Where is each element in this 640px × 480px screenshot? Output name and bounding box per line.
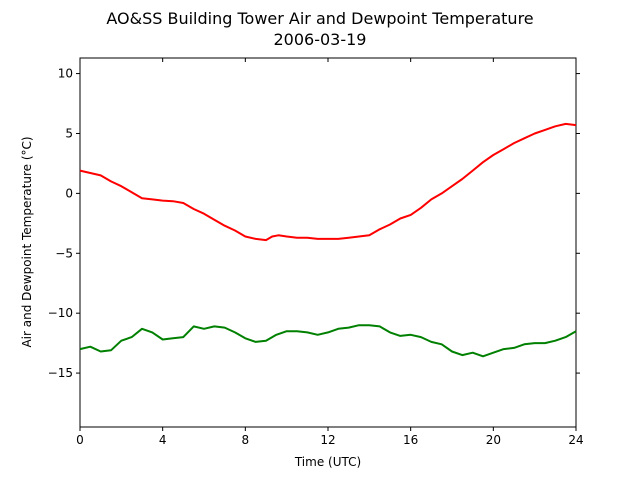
plot-area (79, 57, 577, 428)
series-line-1 (79, 122, 577, 242)
series-line-2 (79, 324, 577, 358)
x-tick-label: 24 (568, 433, 583, 447)
x-tick-label: 4 (159, 433, 167, 447)
y-tick-label: 0 (65, 186, 73, 200)
y-axis: −15 −10 −5 0 5 10 (48, 67, 580, 380)
y-axis-label: Air and Dewpoint Temperature (°C) (20, 136, 34, 347)
chart-title: AO&SS Building Tower Air and Dewpoint Te… (106, 9, 533, 28)
x-tick-label: 12 (320, 433, 335, 447)
x-axis: 0 4 8 12 16 20 24 (76, 58, 584, 447)
y-tick-label: −5 (55, 246, 73, 260)
x-tick-label: 20 (486, 433, 501, 447)
x-tick-label: 0 (76, 433, 84, 447)
y-tick-label: −15 (48, 366, 73, 380)
x-tick-label: 8 (242, 433, 250, 447)
x-axis-label: Time (UTC) (294, 455, 361, 469)
y-tick-label: 10 (58, 67, 73, 81)
plot-frame (79, 57, 577, 428)
chart-subtitle: 2006-03-19 (274, 30, 367, 49)
y-tick-label: 5 (65, 126, 73, 140)
y-tick-label: −10 (48, 306, 73, 320)
series-group (79, 122, 577, 358)
x-tick-label: 16 (403, 433, 418, 447)
